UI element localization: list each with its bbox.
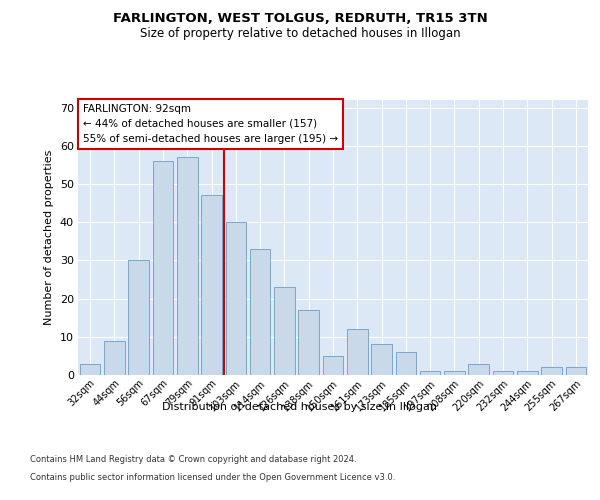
Text: Size of property relative to detached houses in Illogan: Size of property relative to detached ho… bbox=[140, 28, 460, 40]
Bar bbox=[493, 371, 514, 375]
Text: Contains public sector information licensed under the Open Government Licence v3: Contains public sector information licen… bbox=[30, 472, 395, 482]
Text: FARLINGTON, WEST TOLGUS, REDRUTH, TR15 3TN: FARLINGTON, WEST TOLGUS, REDRUTH, TR15 3… bbox=[113, 12, 487, 26]
Text: Contains HM Land Registry data © Crown copyright and database right 2024.: Contains HM Land Registry data © Crown c… bbox=[30, 455, 356, 464]
Bar bbox=[152, 161, 173, 375]
Bar bbox=[274, 287, 295, 375]
Bar bbox=[104, 340, 125, 375]
Bar bbox=[298, 310, 319, 375]
Bar bbox=[420, 371, 440, 375]
Bar bbox=[177, 158, 197, 375]
Bar bbox=[566, 368, 586, 375]
Text: Distribution of detached houses by size in Illogan: Distribution of detached houses by size … bbox=[163, 402, 437, 412]
Bar bbox=[323, 356, 343, 375]
Bar bbox=[80, 364, 100, 375]
Y-axis label: Number of detached properties: Number of detached properties bbox=[44, 150, 54, 325]
Bar bbox=[226, 222, 246, 375]
Bar bbox=[371, 344, 392, 375]
Bar bbox=[128, 260, 149, 375]
Bar bbox=[395, 352, 416, 375]
Bar bbox=[250, 249, 271, 375]
Bar bbox=[201, 196, 222, 375]
Bar bbox=[517, 371, 538, 375]
Bar bbox=[469, 364, 489, 375]
Bar bbox=[444, 371, 465, 375]
Text: FARLINGTON: 92sqm
← 44% of detached houses are smaller (157)
55% of semi-detache: FARLINGTON: 92sqm ← 44% of detached hous… bbox=[83, 104, 338, 144]
Bar bbox=[541, 368, 562, 375]
Bar bbox=[347, 329, 368, 375]
